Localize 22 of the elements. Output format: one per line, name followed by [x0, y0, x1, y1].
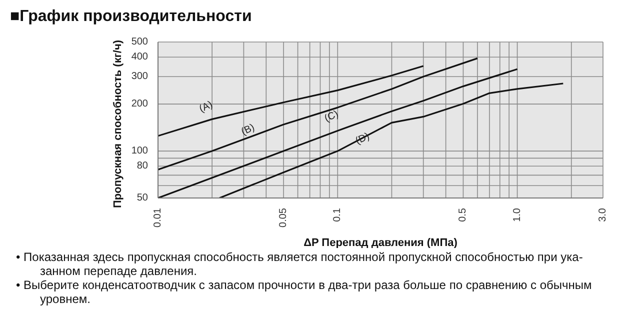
y-tick-label: 80	[136, 160, 148, 172]
x-tick-label: 0.05	[278, 208, 290, 228]
text: (D)	[354, 131, 372, 147]
x-tick-label: 0.5	[458, 208, 469, 222]
y-tick-label: 300	[131, 71, 148, 82]
text: • Выберите конденсатоотводчик с запасом прочности в два-три раза больше по сравнению с обычным уровнем.	[15, 278, 593, 306]
text: (A)	[198, 99, 214, 115]
y-tick-label: 400	[131, 52, 148, 63]
x-tick-label: 0.1	[332, 208, 344, 222]
x-axis-title: ΔP Перепад давления (МПа)	[304, 237, 458, 249]
chart-title: ■График производительности	[10, 8, 253, 26]
text: (C)	[323, 108, 340, 125]
y-tick-label: 100	[131, 146, 148, 157]
y-tick-label: 200	[131, 98, 148, 110]
x-tick-label: 1.0	[512, 208, 523, 222]
text: (B)	[240, 122, 256, 138]
x-tick-label: 0.01	[152, 208, 164, 228]
y-axis-title: Пропускная способность (кг/ч)	[112, 40, 124, 208]
x-tick-label: 3.0	[598, 208, 608, 222]
y-tick-label: 50	[136, 192, 148, 204]
y-tick-label: 500	[131, 36, 148, 48]
text: • Показанная здесь пропускная способность является постоянной пропускной способностью при ука-занном перепаде давления.	[15, 250, 584, 278]
